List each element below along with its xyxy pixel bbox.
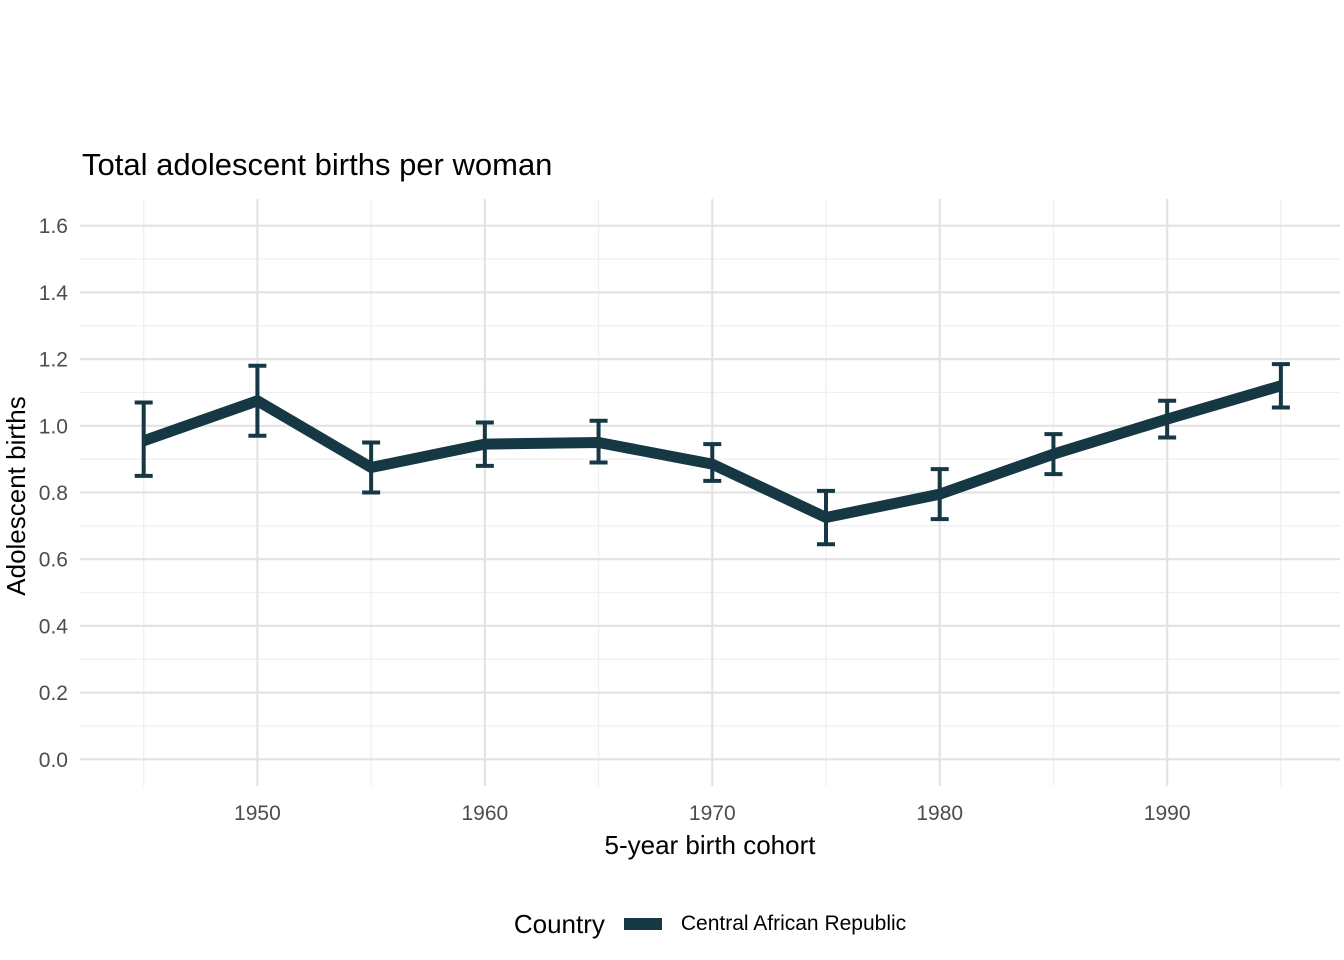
- y-tick-label: 0.0: [39, 749, 68, 772]
- legend: Country Central African Republic: [80, 903, 1340, 945]
- x-tick-label: 1970: [689, 802, 736, 825]
- y-tick-label: 1.0: [39, 415, 68, 438]
- chart-title: Total adolescent births per woman: [82, 147, 553, 182]
- y-axis-title: Adolescent births: [1, 396, 31, 596]
- x-tick-label: 1990: [1144, 802, 1191, 825]
- x-tick-label: 1960: [461, 802, 508, 825]
- x-tick-labels: 1950 1960 1970 1980 1990: [234, 802, 1190, 825]
- x-tick-label: 1950: [234, 802, 281, 825]
- legend-title: Country: [513, 908, 605, 939]
- series-line: [141, 380, 1283, 524]
- x-axis-title: 5-year birth cohort: [604, 830, 816, 860]
- legend-item-label: Central African Republic: [680, 912, 907, 935]
- y-tick-label: 0.4: [39, 615, 69, 638]
- gridlines-major: [80, 199, 1340, 786]
- y-tick-label: 1.6: [39, 215, 68, 238]
- y-tick-labels: 0.0 0.2 0.4 0.6 0.8 1.0 1.2 1.4 1.6: [39, 215, 69, 772]
- y-tick-label: 0.6: [39, 549, 68, 572]
- x-tick-label: 1980: [916, 802, 963, 825]
- y-tick-label: 1.4: [39, 282, 69, 305]
- y-tick-label: 0.2: [39, 682, 68, 705]
- y-tick-label: 0.8: [39, 482, 68, 505]
- y-tick-label: 1.2: [39, 349, 68, 372]
- legend-key-line: [623, 918, 662, 930]
